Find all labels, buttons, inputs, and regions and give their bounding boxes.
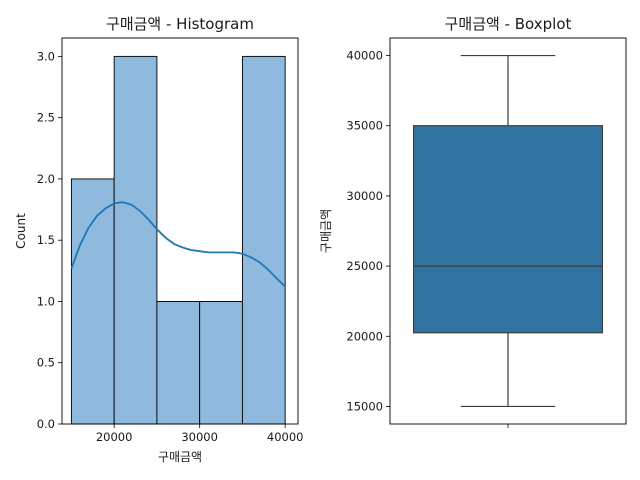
histogram-bar (70, 178, 115, 425)
y-tick-label: 1.0 (37, 294, 55, 308)
y-tick-label: 2.5 (37, 111, 55, 125)
histogram-axes-frame (61, 37, 299, 425)
y-tick-label: 30000 (346, 189, 383, 203)
histogram-bars (70, 55, 286, 425)
y-tick-label: 0.5 (37, 356, 55, 370)
histogram-y-ticks: 0.0 0.5 1.0 1.5 2.0 2.5 3.0 (37, 49, 62, 431)
histogram-bar (241, 55, 286, 425)
histogram-chart: 20000 30000 40000 0.0 0.5 1.0 1.5 2.0 2.5 3.0 구매… (14, 15, 303, 464)
boxplot-y-label: 구매금액 (319, 209, 333, 253)
kde-line (70, 201, 286, 288)
histogram-title: 구매금액 - Histogram (106, 15, 254, 33)
y-tick-label: 2.0 (37, 172, 55, 186)
x-tick-label: 40000 (267, 430, 304, 444)
histogram-x-label: 구매금액 (158, 450, 202, 464)
histogram-bar (199, 301, 243, 425)
boxplot-axes-frame (389, 37, 627, 425)
boxplot-y-ticks: 15000 20000 25000 30000 35000 40000 (346, 49, 390, 413)
histogram-bar (156, 301, 201, 425)
x-tick-label: 30000 (181, 430, 218, 444)
y-tick-label: 0.0 (37, 417, 55, 431)
boxplot-marks (413, 54, 604, 428)
histogram-x-ticks: 20000 30000 40000 (96, 424, 304, 444)
boxplot-chart: 15000 20000 25000 30000 35000 40000 구매금액 - Bo… (319, 15, 627, 428)
y-tick-label: 20000 (346, 329, 383, 343)
y-tick-label: 3.0 (37, 49, 55, 63)
histogram-bar (113, 55, 158, 425)
y-tick-label: 1.5 (37, 233, 55, 247)
y-tick-label: 40000 (346, 49, 383, 63)
y-tick-label: 25000 (346, 259, 383, 273)
y-tick-label: 15000 (346, 399, 383, 413)
histogram-y-label: Count (14, 213, 28, 249)
boxplot-title: 구매금액 - Boxplot (445, 15, 572, 33)
iqr-box (413, 125, 604, 334)
x-tick-label: 20000 (96, 430, 133, 444)
y-tick-label: 35000 (346, 119, 383, 133)
